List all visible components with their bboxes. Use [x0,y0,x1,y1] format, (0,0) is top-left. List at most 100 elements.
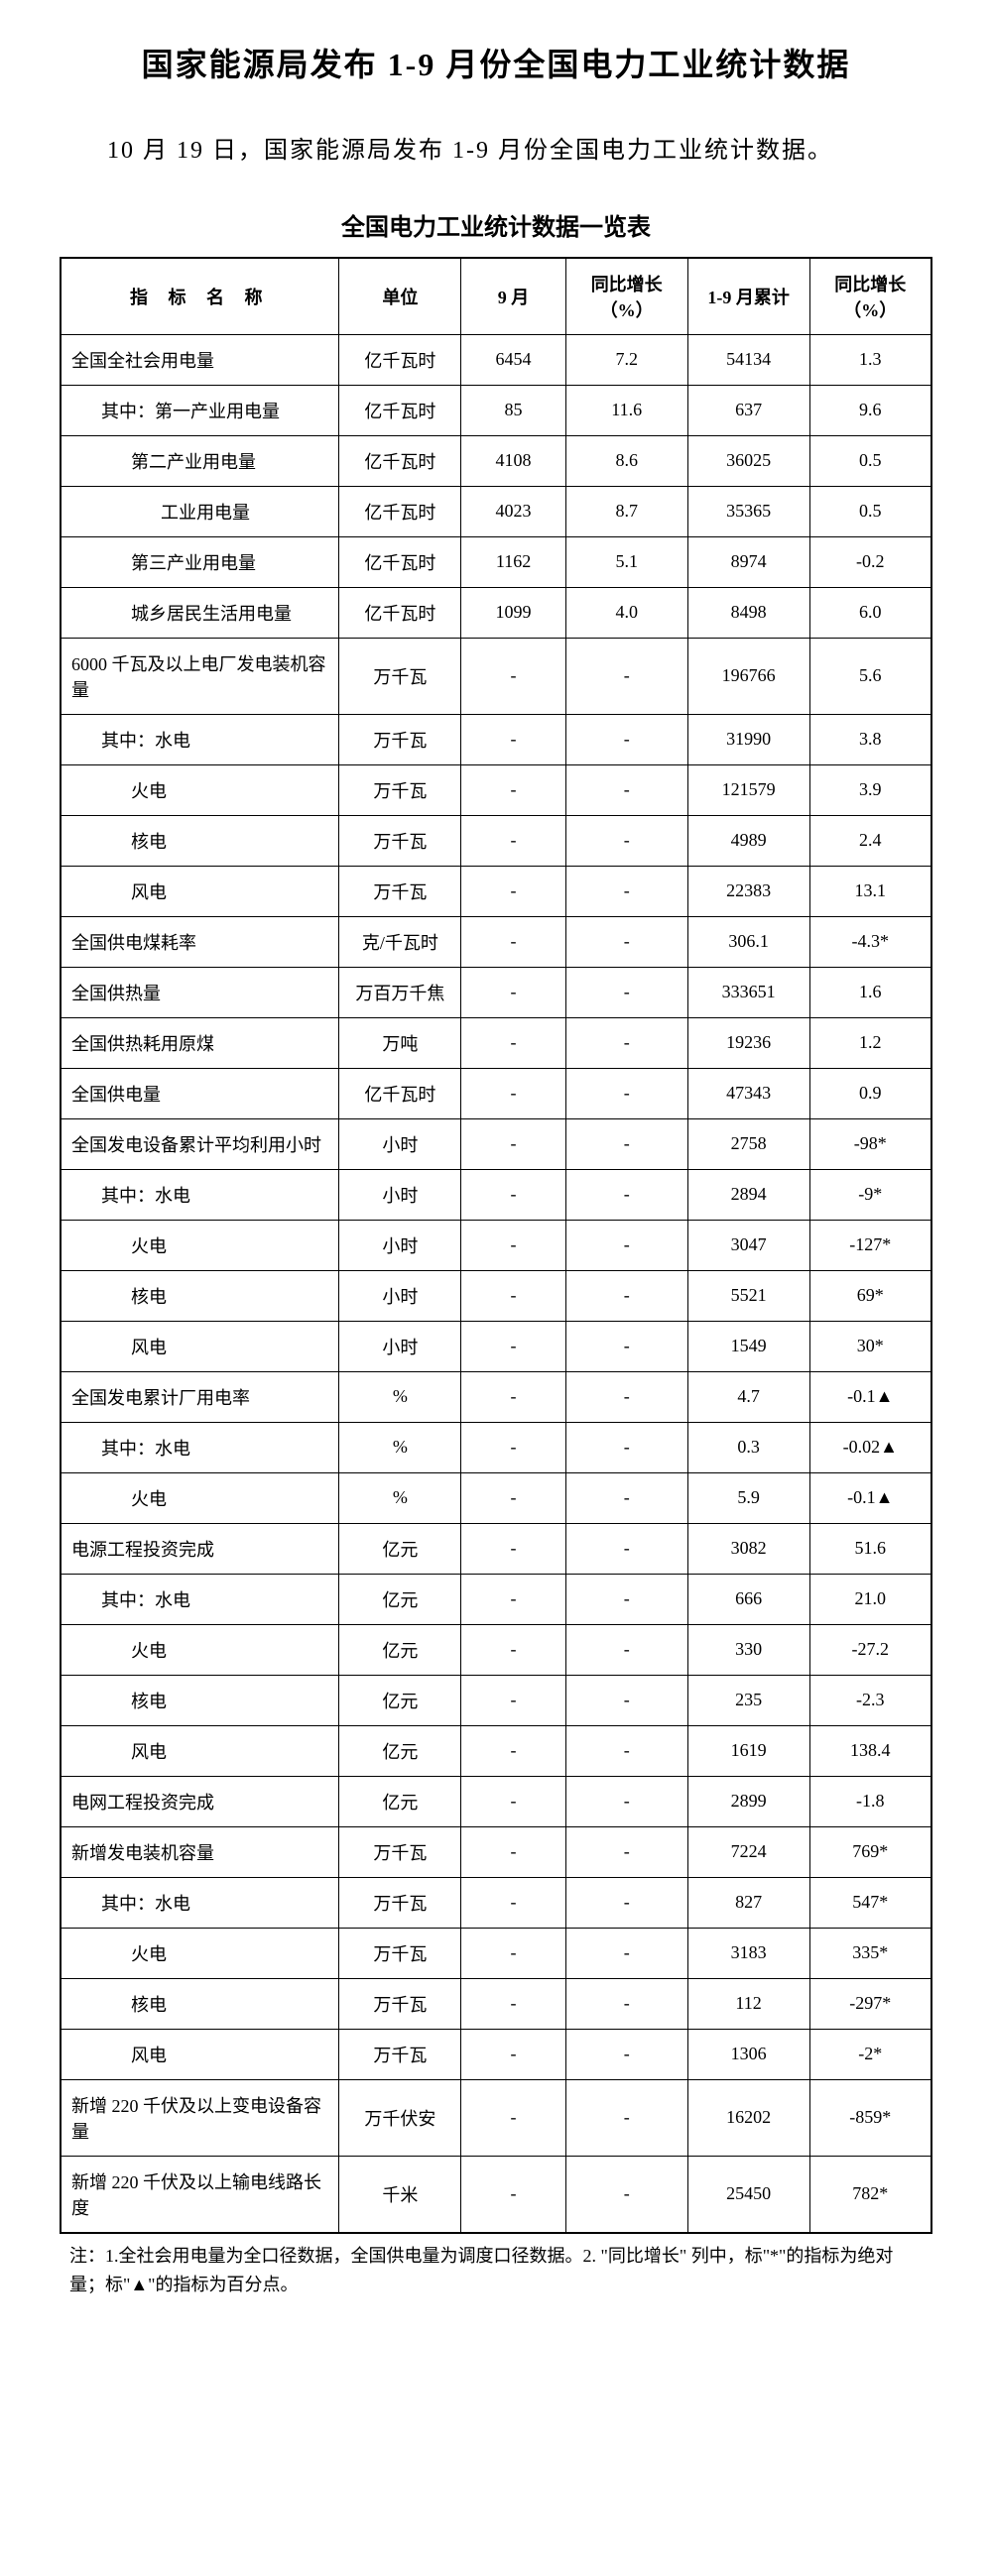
cell-yoy1: - [565,1472,687,1523]
cell-unit: 万千伏安 [339,2079,461,2156]
cell-cum: 31990 [687,714,809,764]
header-unit: 单位 [339,258,461,335]
cell-unit: 万千瓦 [339,638,461,714]
cell-yoy2: -2* [809,2029,931,2079]
cell-yoy1: - [565,1422,687,1472]
cell-sep: - [461,1928,565,1978]
cell-yoy1: - [565,1321,687,1371]
cell-sep: - [461,1725,565,1776]
cell-indicator: 其中：第一产业用电量 [61,385,339,435]
cell-unit: 万千瓦 [339,1826,461,1877]
cell-indicator: 其中：水电 [61,1574,339,1624]
cell-sep: - [461,1068,565,1118]
cell-cum: 121579 [687,764,809,815]
cell-cum: 2894 [687,1169,809,1220]
cell-sep: - [461,1270,565,1321]
cell-cum: 2758 [687,1118,809,1169]
cell-sep: - [461,967,565,1017]
cell-cum: 47343 [687,1068,809,1118]
cell-unit: 亿千瓦时 [339,334,461,385]
cell-yoy1: - [565,1169,687,1220]
cell-unit: 亿元 [339,1624,461,1675]
table-row: 风电小时--154930* [61,1321,931,1371]
cell-cum: 22383 [687,866,809,916]
cell-yoy1: - [565,1776,687,1826]
cell-unit: 万千瓦 [339,815,461,866]
cell-cum: 0.3 [687,1422,809,1472]
table-row: 其中：水电小时--2894-9* [61,1169,931,1220]
cell-indicator: 全国发电累计厂用电率 [61,1371,339,1422]
cell-indicator: 全国供热量 [61,967,339,1017]
cell-yoy2: 0.5 [809,435,931,486]
cell-unit: 小时 [339,1118,461,1169]
cell-sep: - [461,1371,565,1422]
cell-yoy1: - [565,638,687,714]
cell-unit: 亿千瓦时 [339,1068,461,1118]
cell-indicator: 其中：水电 [61,714,339,764]
cell-yoy1: 8.7 [565,486,687,536]
cell-yoy2: 0.5 [809,486,931,536]
cell-sep: - [461,1675,565,1725]
cell-unit: 万千瓦 [339,714,461,764]
cell-cum: 4989 [687,815,809,866]
cell-unit: 小时 [339,1321,461,1371]
table-title: 全国电力工业统计数据一览表 [60,207,932,242]
cell-sep: - [461,1574,565,1624]
cell-yoy1: - [565,815,687,866]
cell-cum: 1549 [687,1321,809,1371]
cell-indicator: 火电 [61,1220,339,1270]
cell-yoy2: 13.1 [809,866,931,916]
table-row: 其中：水电万千瓦--827547* [61,1877,931,1928]
cell-unit: 亿千瓦时 [339,486,461,536]
table-row: 全国供电煤耗率克/千瓦时--306.1-4.3* [61,916,931,967]
cell-indicator: 电源工程投资完成 [61,1523,339,1574]
cell-indicator: 城乡居民生活用电量 [61,587,339,638]
cell-yoy2: 1.2 [809,1017,931,1068]
cell-unit: % [339,1422,461,1472]
cell-unit: 亿元 [339,1523,461,1574]
cell-cum: 333651 [687,967,809,1017]
cell-yoy2: 5.6 [809,638,931,714]
cell-yoy1: 5.1 [565,536,687,587]
cell-yoy1: - [565,1118,687,1169]
cell-indicator: 核电 [61,815,339,866]
cell-yoy1: - [565,1574,687,1624]
cell-sep: - [461,815,565,866]
cell-indicator: 其中：水电 [61,1877,339,1928]
cell-cum: 16202 [687,2079,809,2156]
cell-yoy2: 21.0 [809,1574,931,1624]
cell-cum: 2899 [687,1776,809,1826]
cell-sep: 6454 [461,334,565,385]
cell-cum: 8974 [687,536,809,587]
cell-cum: 3183 [687,1928,809,1978]
cell-indicator: 风电 [61,1321,339,1371]
cell-indicator: 火电 [61,764,339,815]
cell-yoy2: -9* [809,1169,931,1220]
cell-unit: 亿元 [339,1725,461,1776]
cell-yoy2: 3.8 [809,714,931,764]
cell-cum: 666 [687,1574,809,1624]
cell-unit: 亿元 [339,1574,461,1624]
cell-indicator: 全国供热耗用原煤 [61,1017,339,1068]
cell-yoy2: 2.4 [809,815,931,866]
cell-indicator: 火电 [61,1472,339,1523]
cell-cum: 235 [687,1675,809,1725]
cell-yoy2: -127* [809,1220,931,1270]
cell-yoy2: -2.3 [809,1675,931,1725]
cell-yoy2: -98* [809,1118,931,1169]
table-row: 全国供电量亿千瓦时--473430.9 [61,1068,931,1118]
table-row: 风电万千瓦--2238313.1 [61,866,931,916]
cell-sep: - [461,2079,565,2156]
cell-sep: - [461,1978,565,2029]
table-row: 火电万千瓦--1215793.9 [61,764,931,815]
cell-cum: 35365 [687,486,809,536]
statistics-table: 指 标 名 称 单位 9 月 同比增长（%） 1-9 月累计 同比增长（%） 全… [60,257,932,2234]
cell-cum: 3047 [687,1220,809,1270]
cell-unit: 万千瓦 [339,1978,461,2029]
cell-yoy2: 138.4 [809,1725,931,1776]
cell-cum: 196766 [687,638,809,714]
cell-yoy2: 547* [809,1877,931,1928]
table-row: 核电万千瓦--49892.4 [61,815,931,866]
cell-indicator: 第三产业用电量 [61,536,339,587]
cell-sep: - [461,1472,565,1523]
